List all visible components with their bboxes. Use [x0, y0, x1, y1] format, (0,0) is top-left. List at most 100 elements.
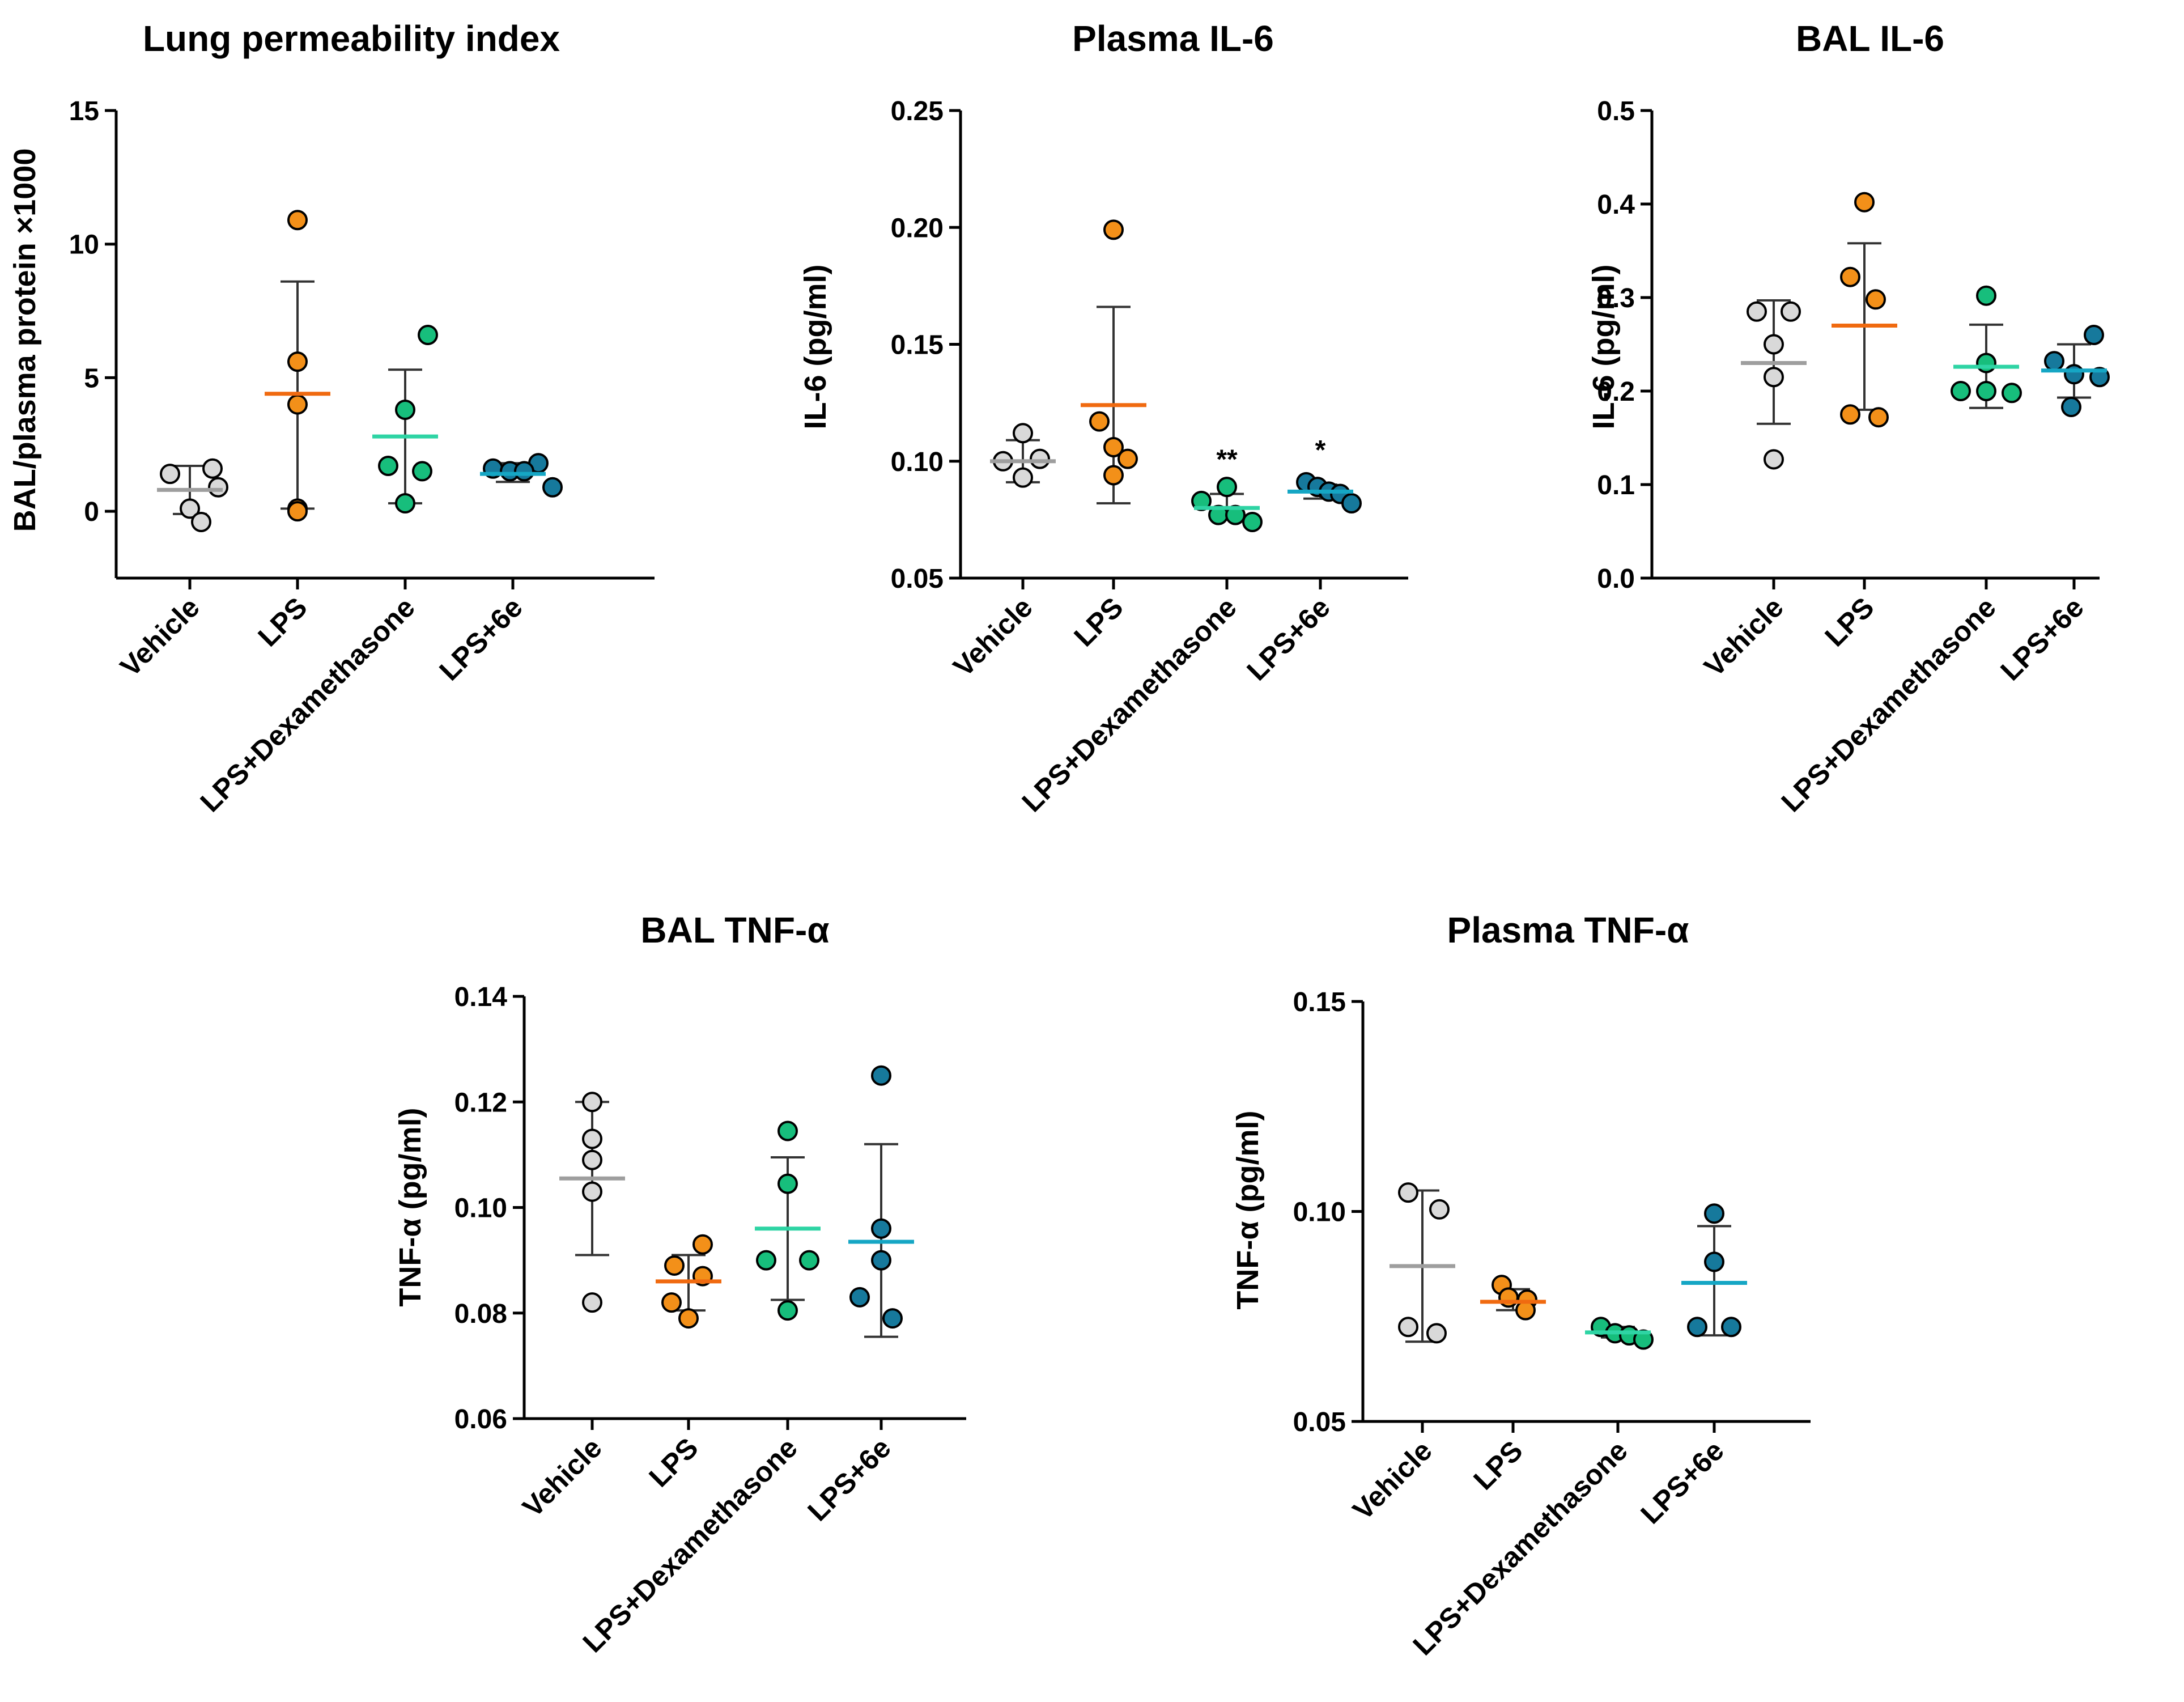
x-tick-label-lps-6e: LPS+6e: [433, 591, 528, 686]
x-tick-label-vehicle: Vehicle: [516, 1432, 607, 1523]
data-point-lps-6e: [871, 1250, 891, 1271]
y-tick-label: 15: [69, 96, 99, 126]
y-tick-label: 0.3: [1597, 283, 1635, 313]
y-tick-label: 10: [69, 230, 99, 260]
data-point-lps: [1103, 465, 1124, 486]
chart-title: Plasma TNF-α: [1447, 910, 1689, 950]
y-tick-label: 0: [84, 497, 99, 527]
data-point-vehicle: [1013, 423, 1033, 444]
x-tick-label-lps: LPS: [1068, 591, 1129, 652]
data-point-lps-dexamethasone: [1976, 381, 1996, 401]
data-point-vehicle: [1398, 1317, 1418, 1338]
data-point-lps-6e: [849, 1287, 870, 1308]
y-axis-label: IL-6 (pg/ml): [798, 265, 832, 430]
data-point-vehicle: [180, 498, 200, 519]
data-point-lps: [287, 394, 308, 415]
x-tick-label-vehicle: Vehicle: [1346, 1434, 1438, 1526]
x-tick-label-lps: LPS: [252, 591, 313, 652]
y-tick-label: 0.2: [1597, 377, 1635, 407]
chart-title: BAL IL-6: [1796, 18, 1944, 59]
data-point-lps-6e: [1721, 1317, 1741, 1338]
data-point-lps-dexamethasone: [1191, 490, 1212, 511]
data-point-lps: [678, 1308, 699, 1329]
y-axis-label: IL-6 (pg/ml): [1587, 265, 1621, 430]
data-point-lps-6e: [2064, 364, 2084, 385]
y-tick-label: 0.25: [891, 96, 944, 126]
y-tick-label: 5: [84, 363, 99, 393]
x-tick-label-lps-6e: LPS+6e: [801, 1432, 896, 1527]
data-point-vehicle: [1398, 1182, 1418, 1203]
data-point-lps: [661, 1292, 682, 1313]
data-point-lps: [1866, 289, 1886, 310]
data-point-lps-dexamethasone: [799, 1250, 819, 1271]
data-point-lps-dexamethasone: [777, 1300, 798, 1321]
data-point-lps: [1854, 192, 1875, 213]
data-point-vehicle: [1764, 334, 1784, 355]
data-point-lps: [692, 1234, 713, 1255]
x-tick-label-lps-dexamethasone: LPS+Dexamethasone: [1016, 591, 1243, 818]
y-axis-label: TNF-α (pg/ml): [393, 1107, 427, 1306]
x-tick-label-lps: LPS: [1818, 591, 1880, 652]
data-point-vehicle: [582, 1292, 602, 1313]
x-tick-label-vehicle: Vehicle: [114, 591, 205, 682]
data-point-vehicle: [202, 458, 223, 479]
data-point-vehicle: [582, 1181, 602, 1202]
y-tick-label: 0.14: [454, 982, 508, 1012]
data-point-lps-6e: [514, 461, 534, 482]
data-point-lps-dexamethasone: [1951, 381, 1971, 401]
y-tick-label: 0.10: [1293, 1198, 1346, 1228]
x-tick-label-lps: LPS: [1467, 1434, 1528, 1496]
data-point-vehicle: [1764, 449, 1784, 470]
data-point-lps-dexamethasone: [1217, 477, 1237, 498]
data-point-vehicle: [208, 477, 228, 498]
x-tick-label-lps-6e: LPS+6e: [1240, 591, 1336, 686]
data-point-vehicle: [582, 1092, 602, 1113]
data-point-lps-6e: [882, 1308, 903, 1329]
x-tick-label-lps: LPS: [643, 1432, 704, 1493]
chart-lung-permeability: Lung permeability index BAL/plasma protei…: [8, 18, 655, 818]
data-point-vehicle: [1429, 1199, 1450, 1220]
x-tick-label-lps-dexamethasone: LPS+Dexamethasone: [1775, 591, 2002, 818]
significance-marker: *: [1315, 435, 1326, 465]
data-point-lps: [1103, 437, 1124, 457]
y-tick-label: 0.5: [1597, 96, 1635, 126]
y-tick-label: 0.12: [454, 1088, 507, 1118]
data-point-lps-dexamethasone: [1225, 504, 1246, 525]
data-point-vehicle: [582, 1128, 602, 1149]
data-point-lps: [1868, 407, 1889, 428]
data-point-vehicle: [1764, 367, 1784, 388]
data-point-lps: [287, 351, 308, 372]
significance-marker: **: [1216, 445, 1238, 475]
chart-title: Lung permeability index: [143, 18, 560, 59]
chart-plasma-il6: Plasma IL-6 IL-6 (pg/ml) 0.05 0.10 0.15 0.20 0…: [798, 18, 1408, 818]
y-tick-label: 0.06: [454, 1404, 507, 1434]
data-point-lps-dexamethasone: [2002, 383, 2022, 404]
y-axis-label: TNF-α (pg/ml): [1231, 1110, 1265, 1309]
x-tick-label-lps-6e: LPS+6e: [1634, 1434, 1730, 1530]
data-point-lps-dexamethasone: [1976, 353, 1996, 373]
data-point-lps-dexamethasone: [395, 400, 415, 420]
chart-plasma-tnf: Plasma TNF-α TNF-α (pg/ml) 0.05 0.10 0.15 Veh…: [1231, 910, 1811, 1661]
chart-title: BAL TNF-α: [640, 910, 829, 950]
x-tick-label-vehicle: Vehicle: [1698, 591, 1789, 682]
data-point-lps: [1840, 404, 1860, 425]
data-point-lps-dexamethasone: [418, 325, 438, 345]
data-point-lps: [287, 501, 308, 522]
chart-bal-il6: BAL IL-6 IL-6 (pg/ml) 0.0 0.1 0.2 0.3 0.4 0.5 Ve…: [1587, 18, 2110, 818]
data-point-lps-6e: [2084, 325, 2104, 345]
y-tick-label: 0.15: [1293, 987, 1346, 1017]
data-point-lps-dexamethasone: [756, 1250, 776, 1271]
data-point-vehicle: [1781, 301, 1801, 322]
data-point-vehicle: [191, 512, 211, 532]
data-point-lps-6e: [1687, 1317, 1707, 1338]
y-tick-label: 0.05: [891, 564, 944, 594]
chart-title: Plasma IL-6: [1072, 18, 1274, 59]
data-point-lps: [1089, 411, 1110, 432]
data-point-lps: [1118, 448, 1138, 469]
y-tick-label: 0.4: [1597, 190, 1635, 220]
chart-bal-tnf: BAL TNF-α TNF-α (pg/ml) 0.06 0.08 0.10 0.12 0.…: [393, 910, 966, 1658]
data-point-vehicle: [1426, 1323, 1447, 1344]
x-tick-label-vehicle: Vehicle: [947, 591, 1038, 682]
data-point-lps: [664, 1255, 685, 1276]
